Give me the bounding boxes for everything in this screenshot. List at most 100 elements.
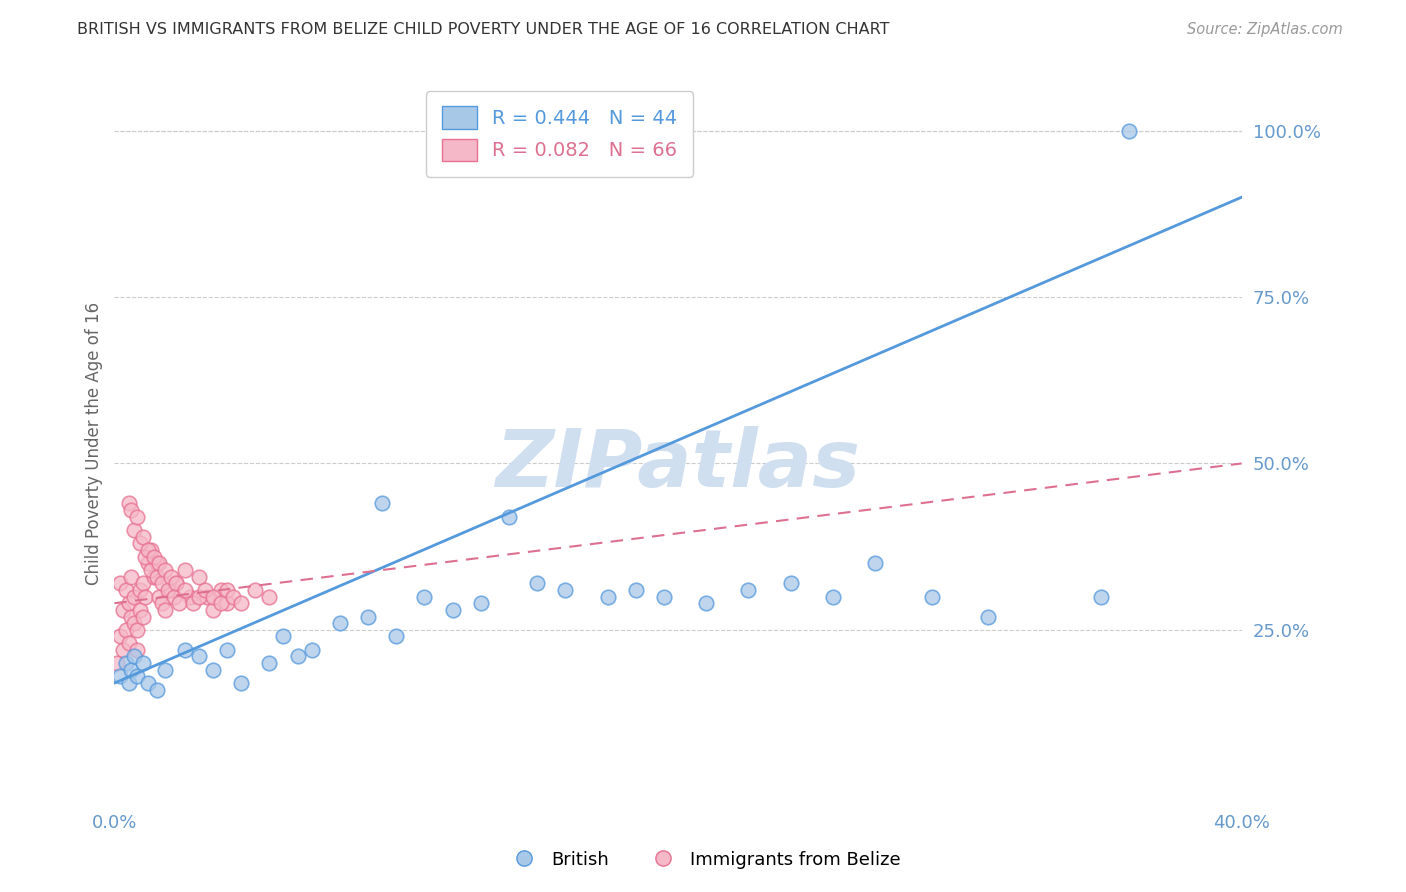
Point — [179, 590, 201, 604]
Point — [695, 596, 717, 610]
Point — [357, 609, 380, 624]
Point — [145, 556, 167, 570]
Point — [329, 616, 352, 631]
Point — [173, 642, 195, 657]
Point — [165, 576, 187, 591]
Point — [779, 576, 801, 591]
Point — [470, 596, 492, 610]
Point — [105, 656, 128, 670]
Text: Source: ZipAtlas.com: Source: ZipAtlas.com — [1187, 22, 1343, 37]
Point — [153, 663, 176, 677]
Point — [231, 676, 253, 690]
Point — [159, 569, 181, 583]
Point — [865, 556, 887, 570]
Point — [173, 563, 195, 577]
Point — [131, 576, 153, 591]
Point — [128, 582, 150, 597]
Point — [217, 596, 239, 610]
Point — [181, 596, 204, 610]
Point — [136, 556, 159, 570]
Point — [273, 630, 295, 644]
Legend: R = 0.444   N = 44, R = 0.082   N = 66: R = 0.444 N = 44, R = 0.082 N = 66 — [426, 91, 693, 177]
Point — [217, 582, 239, 597]
Point — [737, 582, 759, 597]
Point — [413, 590, 436, 604]
Point — [202, 603, 225, 617]
Point — [120, 609, 142, 624]
Y-axis label: Child Poverty Under the Age of 16: Child Poverty Under the Age of 16 — [86, 301, 103, 585]
Point — [145, 569, 167, 583]
Point — [520, 124, 543, 138]
Point — [188, 649, 211, 664]
Point — [211, 582, 233, 597]
Point — [165, 576, 187, 591]
Point — [125, 669, 148, 683]
Point — [211, 596, 233, 610]
Point — [108, 669, 131, 683]
Point — [136, 543, 159, 558]
Point — [371, 496, 394, 510]
Point — [245, 582, 267, 597]
Point — [652, 590, 675, 604]
Point — [125, 509, 148, 524]
Point — [114, 582, 136, 597]
Point — [145, 682, 167, 697]
Point — [111, 642, 134, 657]
Point — [596, 590, 619, 604]
Point — [194, 582, 217, 597]
Point — [122, 523, 145, 537]
Point — [202, 590, 225, 604]
Point — [128, 603, 150, 617]
Point — [624, 582, 647, 597]
Point — [122, 590, 145, 604]
Point — [153, 563, 176, 577]
Point — [188, 569, 211, 583]
Point — [150, 596, 173, 610]
Legend: British, Immigrants from Belize: British, Immigrants from Belize — [498, 844, 908, 876]
Point — [125, 642, 148, 657]
Point — [131, 530, 153, 544]
Point — [977, 609, 1000, 624]
Point — [526, 576, 548, 591]
Point — [301, 642, 323, 657]
Point — [134, 549, 156, 564]
Point — [120, 663, 142, 677]
Point — [117, 596, 139, 610]
Point — [188, 590, 211, 604]
Point — [108, 630, 131, 644]
Point — [202, 663, 225, 677]
Point — [287, 649, 309, 664]
Point — [222, 590, 245, 604]
Point — [117, 496, 139, 510]
Point — [159, 582, 181, 597]
Point — [197, 590, 219, 604]
Point — [117, 676, 139, 690]
Point — [120, 569, 142, 583]
Point — [173, 582, 195, 597]
Point — [259, 590, 281, 604]
Point — [148, 556, 170, 570]
Point — [131, 609, 153, 624]
Point — [821, 590, 844, 604]
Point — [1118, 124, 1140, 138]
Point — [554, 582, 576, 597]
Point — [156, 582, 179, 597]
Point — [136, 676, 159, 690]
Point — [153, 603, 176, 617]
Point — [148, 590, 170, 604]
Point — [167, 596, 190, 610]
Point — [162, 590, 184, 604]
Point — [498, 509, 520, 524]
Point — [134, 590, 156, 604]
Point — [1090, 590, 1112, 604]
Point — [108, 576, 131, 591]
Point — [142, 569, 165, 583]
Point — [543, 124, 565, 138]
Point — [921, 590, 943, 604]
Point — [114, 656, 136, 670]
Point — [131, 656, 153, 670]
Point — [142, 549, 165, 564]
Point — [139, 543, 162, 558]
Point — [122, 616, 145, 631]
Point — [217, 642, 239, 657]
